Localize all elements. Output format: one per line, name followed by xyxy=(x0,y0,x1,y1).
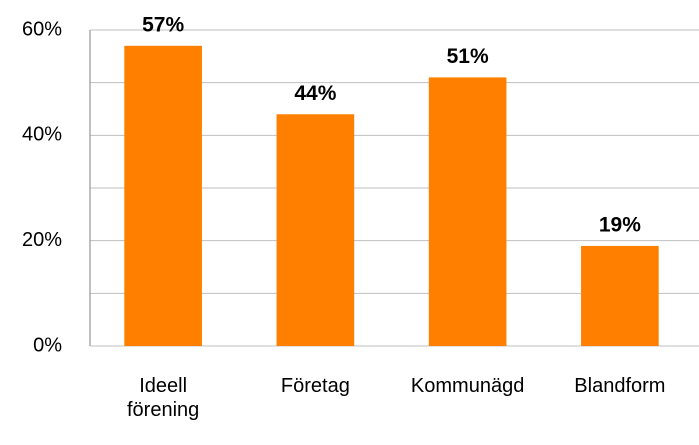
x-tick-label: Kommunägd xyxy=(410,375,525,397)
value-label: 19% xyxy=(599,213,641,236)
value-label: 57% xyxy=(142,13,184,36)
x-tick-label: Företag xyxy=(280,375,350,397)
value-label: 51% xyxy=(447,45,489,68)
bar xyxy=(276,114,355,347)
y-tick-label: 20% xyxy=(22,229,62,251)
y-tick-label: 60% xyxy=(22,18,62,40)
x-tick-label: Ideell förening xyxy=(126,375,200,421)
y-tick-label: 40% xyxy=(22,124,62,146)
value-label: 44% xyxy=(294,82,336,105)
x-tick-label: Blandform xyxy=(574,375,666,397)
bar xyxy=(428,77,507,347)
bar xyxy=(124,45,202,347)
y-tick-label: 0% xyxy=(33,334,62,356)
bar xyxy=(581,245,659,346)
